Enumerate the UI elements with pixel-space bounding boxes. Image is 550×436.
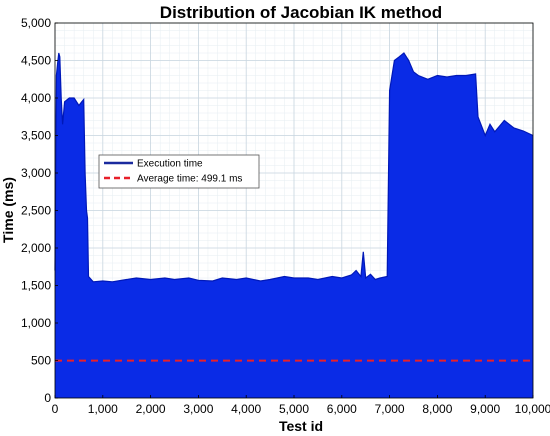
legend-label-average-time: Average time: 499.1 ms [137,174,242,185]
x-tick-label: 1,000 [88,402,118,416]
series-execution-time [55,53,533,398]
x-tick-label: 7,000 [375,402,405,416]
legend-box [98,154,260,189]
y-axis-label: Time (ms) [0,177,16,243]
x-tick-label: 8,000 [422,402,452,416]
y-axis-ticks: 0 500 1,000 1,500 2,000 2,500 3,000 3,500 4,000 4… [21,16,58,405]
legend: Execution time Average time: 499.1 ms [98,154,260,189]
y-tick-label: 0 [44,391,51,405]
chart-title: Distribution of Jacobian IK method [160,3,442,22]
x-tick-label: 10,000 [515,402,550,416]
y-tick-label: 2,000 [21,241,51,255]
series-execution-time-top-edge [54,52,534,283]
y-tick-label: 3,500 [21,129,51,143]
x-axis-ticks: 0 1,000 2,000 3,000 4,000 5,000 6,000 7,000 8,00… [52,395,550,416]
x-tick-label: 2,000 [136,402,166,416]
x-tick-label: 0 [52,402,59,416]
y-tick-label: 5,000 [21,16,51,30]
x-tick-label: 9,000 [470,402,500,416]
y-tick-label: 1,500 [21,279,51,293]
y-tick-label: 4,000 [21,91,51,105]
y-tick-label: 2,500 [21,204,51,218]
x-tick-label: 5,000 [279,402,309,416]
legend-label-execution-time: Execution time [137,159,203,170]
plot-area [54,52,534,398]
x-axis-label: Test id [279,418,323,434]
y-tick-label: 4,500 [21,54,51,68]
x-tick-label: 3,000 [183,402,213,416]
y-tick-label: 3,000 [21,166,51,180]
x-tick-label: 4,000 [231,402,261,416]
x-tick-label: 6,000 [327,402,357,416]
y-tick-label: 500 [31,354,51,368]
y-tick-label: 1,000 [21,316,51,330]
